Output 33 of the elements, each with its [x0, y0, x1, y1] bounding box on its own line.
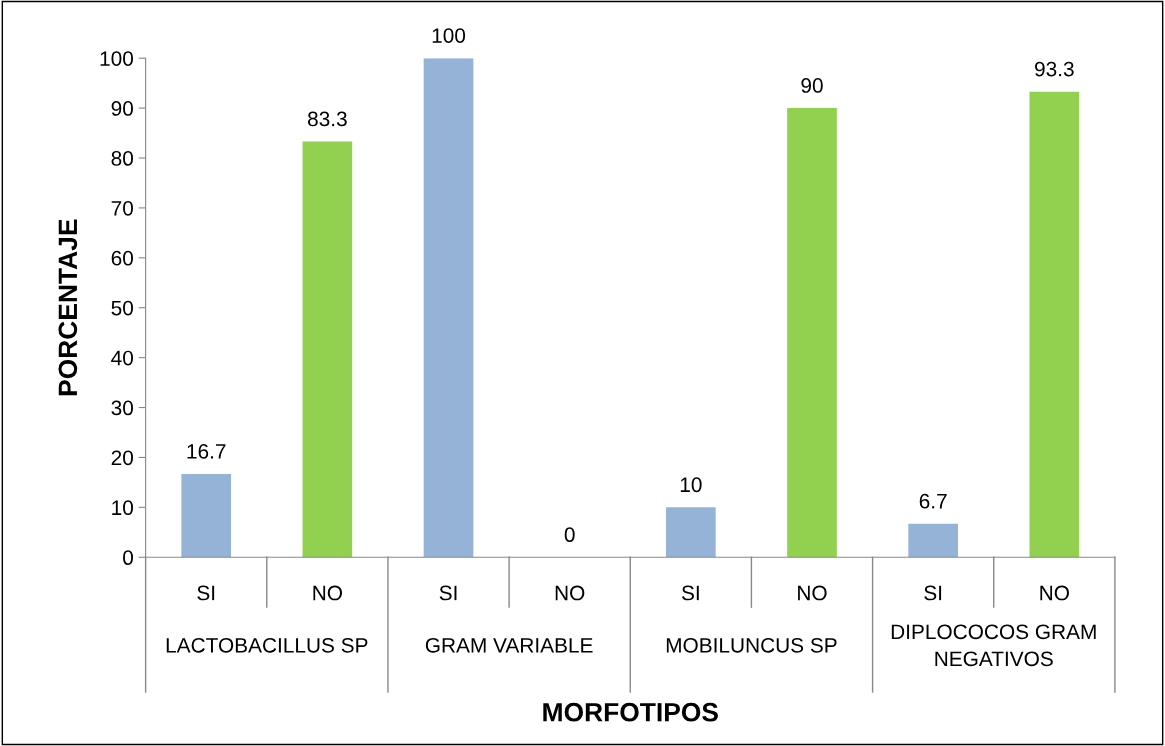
text: LACTOBACILLUS SP [166, 637, 368, 653]
x-tick-label: NO [1040, 585, 1069, 601]
x-tick-label: NO [798, 585, 827, 601]
y-tick-label: 30 [111, 400, 134, 416]
y-tick-label: 50 [111, 300, 134, 316]
x-tick-label: SI [197, 585, 215, 601]
y-tick-label: 10 [112, 500, 134, 516]
data-label: 0 [564, 527, 575, 543]
data-label: 6.7 [919, 493, 947, 509]
y-axis-title: PORCENTAJE [58, 219, 78, 396]
y-tick-label: 20 [111, 450, 134, 466]
y-tick-label: 40 [111, 350, 134, 366]
data-label: 93.3 [1035, 61, 1074, 77]
y-tick-label: 90 [111, 101, 134, 116]
y-tick-label: 70 [111, 200, 134, 216]
x-axis-title: MORFOTIPOS [543, 702, 718, 722]
x-tick-label: NO [313, 585, 342, 601]
text: GRAM VARIABLE [425, 637, 593, 653]
x-tick-label: NO [555, 585, 585, 601]
data-label: 90 [801, 78, 823, 93]
x-tick-label: SI [681, 585, 699, 601]
text: MOBILUNCUS SP [666, 637, 837, 653]
y-tick-label: 100 [100, 51, 134, 66]
data-label: 100 [432, 28, 466, 43]
x-tick-label: SI [439, 585, 457, 601]
y-tick-label: 60 [111, 250, 134, 266]
x-tick-label: SI [924, 585, 942, 601]
y-tick-label: 0 [123, 550, 134, 566]
y-tick-label: 80 [111, 151, 134, 166]
data-label: 10 [680, 477, 702, 493]
text: DIPLOCOCOS GRAM NEGATIVOS [891, 624, 1096, 667]
data-label: 83.3 [308, 111, 347, 127]
data-label: 16.7 [187, 443, 226, 459]
